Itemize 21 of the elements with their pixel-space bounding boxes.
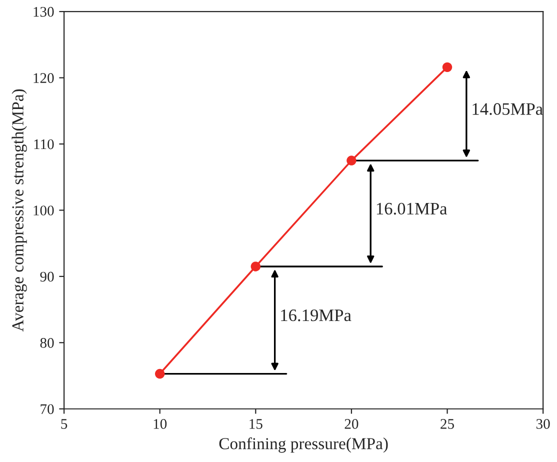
point bbox=[442, 62, 452, 72]
point bbox=[154, 368, 165, 379]
y-tick-label: 90 bbox=[40, 272, 54, 282]
x-tick-label: 10 bbox=[154, 419, 167, 429]
y-tick-label: 110 bbox=[34, 139, 54, 150]
y-tick-label: 130 bbox=[34, 6, 54, 17]
annotation: 16.01MPa bbox=[376, 202, 448, 215]
x-tick-label: 15 bbox=[250, 419, 262, 429]
x-tick-label: 20 bbox=[344, 419, 358, 429]
point bbox=[250, 262, 261, 272]
annotation: 16.19MPa bbox=[281, 310, 352, 322]
point bbox=[346, 156, 356, 166]
x-axis-title: Confining pressure(MPa) bbox=[219, 437, 388, 453]
y-axis-title: Average compressive strength(MPa) bbox=[12, 89, 27, 332]
y-tick-label: 120 bbox=[34, 73, 54, 83]
x-tick-label: 25 bbox=[440, 419, 454, 429]
x-tick-label: 5 bbox=[61, 419, 68, 429]
x-tick-label: 30 bbox=[536, 419, 550, 429]
y-tick-label: 100 bbox=[34, 206, 54, 216]
y-tick-label: 80 bbox=[40, 338, 54, 348]
y-tick-label: 70 bbox=[40, 404, 54, 414]
